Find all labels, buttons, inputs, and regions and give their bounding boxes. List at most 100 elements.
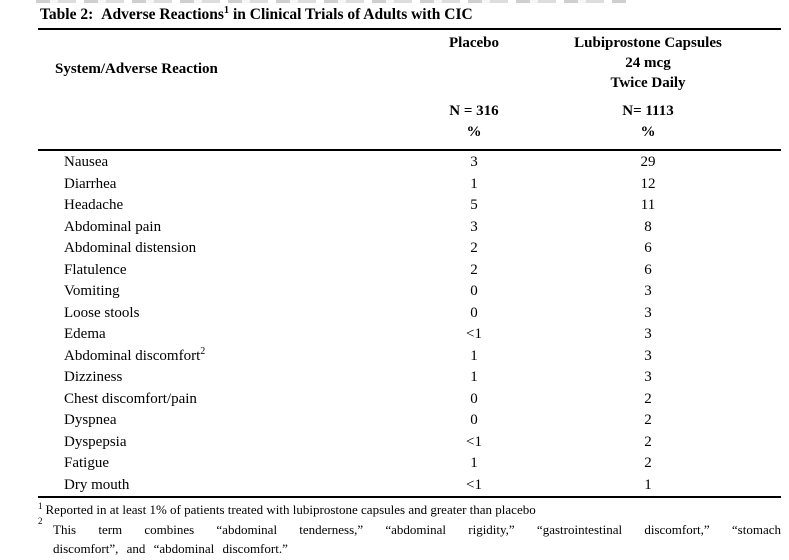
row-label: Flatulence xyxy=(64,262,126,279)
placebo-value: <1 xyxy=(466,433,482,450)
row-label-text: Nausea xyxy=(64,154,109,171)
table-row: Loose stools 0 3 xyxy=(0,303,789,325)
footnote-2-line-2: discomfort”, and “abdominal discomfort.” xyxy=(53,541,288,556)
table-row: Abdominal discomfort2 1 3 xyxy=(0,346,789,368)
row-label: Dyspnea xyxy=(64,412,117,429)
placebo-value: 5 xyxy=(470,197,478,214)
lubiprostone-value: 1 xyxy=(644,476,652,493)
footnote-1-marker: 1 xyxy=(38,500,43,511)
row-label-text: Abdominal distension xyxy=(64,240,197,257)
lubiprostone-value: 2 xyxy=(644,412,652,429)
footnote-1-text: Reported in at least 1% of patients trea… xyxy=(45,502,536,517)
row-label-text: Dizziness xyxy=(64,369,123,386)
lubiprostone-value: 12 xyxy=(640,175,656,192)
lubiprostone-value: 6 xyxy=(644,261,652,278)
placebo-value: 0 xyxy=(470,412,478,429)
lubiprostone-value: 11 xyxy=(640,197,656,214)
row-label: Dizziness xyxy=(64,369,122,386)
row-label: Diarrhea xyxy=(64,176,116,193)
row-label: Abdominal distension xyxy=(64,240,196,257)
row-label-text: Dyspepsia xyxy=(64,433,127,450)
lubiprostone-value: 2 xyxy=(644,390,652,407)
placebo-value: 3 xyxy=(470,154,478,171)
lubiprostone-value: 8 xyxy=(644,218,652,235)
row-label-text: Edema xyxy=(64,326,106,343)
row-label-text: Dyspnea xyxy=(64,412,117,429)
title-rule xyxy=(38,28,781,30)
row-label: Abdominal discomfort2 xyxy=(64,345,206,365)
placebo-n-label: N = 316 xyxy=(449,103,499,119)
lubiprostone-value: 3 xyxy=(644,347,652,364)
row-label: Chest discomfort/pain xyxy=(64,391,197,408)
footnote-1: 1 Reported in at least 1% of patients tre… xyxy=(38,501,536,518)
footer-rule xyxy=(38,496,781,498)
lubiprostone-value: 3 xyxy=(644,369,652,386)
footnote-2: 2 This term combines “abdominal tenderne… xyxy=(38,516,781,557)
placebo-value: 1 xyxy=(470,347,478,364)
table-row: Abdominal distension 2 6 xyxy=(0,238,789,260)
table-title: Table 2: Adverse Reactions1 in Clinical Tr… xyxy=(40,4,473,24)
table-row: Flatulence 2 6 xyxy=(0,260,789,282)
row-label-text: Vomiting xyxy=(64,283,120,300)
column-header-system: System/Adverse Reaction xyxy=(55,61,218,77)
table-row: Dyspnea 0 2 xyxy=(0,410,789,432)
row-label-text: Abdominal pain xyxy=(64,218,162,235)
placebo-value: 0 xyxy=(470,283,478,300)
table-row: Dyspepsia <1 2 xyxy=(0,432,789,454)
row-label-text: Diarrhea xyxy=(64,175,117,192)
lubiprostone-n-label: N= 1113 xyxy=(622,103,674,119)
row-label: Headache xyxy=(64,197,123,214)
table-row: Abdominal pain 3 8 xyxy=(0,217,789,239)
lubiprostone-header-line-2: 24 mcg xyxy=(625,55,671,71)
lubiprostone-header-line-3: Twice Daily xyxy=(610,75,686,91)
column-header-lubiprostone: Lubiprostone Capsules 24 mcg Twice Daily xyxy=(548,33,748,93)
lubiprostone-value: 2 xyxy=(644,433,652,450)
row-label: Loose stools xyxy=(64,305,139,322)
table-row: Chest discomfort/pain 0 2 xyxy=(0,389,789,411)
table-row: Headache 5 11 xyxy=(0,195,789,217)
table-title-text-after: in Clinical Trials of Adults with CIC xyxy=(232,6,473,23)
footnote-2-line-1: This term combines “abdominal tenderness… xyxy=(53,522,781,537)
cutoff-text-artifact xyxy=(36,0,626,3)
placebo-percent-label: % xyxy=(466,124,482,140)
placebo-value: 1 xyxy=(470,455,478,472)
row-label-text: Loose stools xyxy=(64,304,140,321)
lubiprostone-value: 29 xyxy=(640,154,656,171)
placebo-value: 2 xyxy=(470,240,478,257)
placebo-value: <1 xyxy=(466,326,482,343)
lubiprostone-value: 6 xyxy=(644,240,652,257)
row-label: Nausea xyxy=(64,154,108,171)
placebo-value: 0 xyxy=(470,390,478,407)
table-title-label: Table 2: xyxy=(40,6,94,23)
lubiprostone-value: 3 xyxy=(644,326,652,343)
table-row: Diarrhea 1 12 xyxy=(0,174,789,196)
lubiprostone-value: 3 xyxy=(644,304,652,321)
table-title-text: Adverse Reactions xyxy=(101,6,224,23)
placebo-value: 3 xyxy=(470,218,478,235)
row-label-text: Abdominal discomfort xyxy=(64,347,201,364)
row-label-text: Headache xyxy=(64,197,124,214)
row-label: Fatigue xyxy=(64,455,109,472)
column-header-placebo: Placebo xyxy=(394,33,554,53)
placebo-header-line: Placebo xyxy=(449,35,499,51)
row-label: Abdominal pain xyxy=(64,219,161,236)
table-row: Dry mouth <1 1 xyxy=(0,475,789,497)
row-label: Dyspepsia xyxy=(64,434,127,451)
lubiprostone-value: 2 xyxy=(644,455,652,472)
table-row: Fatigue 1 2 xyxy=(0,453,789,475)
placebo-value: <1 xyxy=(466,476,482,493)
lubiprostone-value: 3 xyxy=(644,283,652,300)
row-label-text: Flatulence xyxy=(64,261,127,278)
lubiprostone-percent-label: % xyxy=(640,124,656,140)
row-label: Edema xyxy=(64,326,106,343)
table-body: Nausea 3 29 Diarrhea 1 12 Headache 5 11 … xyxy=(0,152,789,496)
row-label-text: Dry mouth xyxy=(64,476,130,493)
table-title-footnote-ref: 1 xyxy=(223,4,229,16)
table-row: Dizziness 1 3 xyxy=(0,367,789,389)
placebo-value: 0 xyxy=(470,304,478,321)
row-label-footnote-ref: 2 xyxy=(200,345,206,357)
row-label-text: Fatigue xyxy=(64,455,109,472)
lubiprostone-header-line-1: Lubiprostone Capsules xyxy=(574,35,722,51)
row-label: Dry mouth xyxy=(64,477,129,494)
